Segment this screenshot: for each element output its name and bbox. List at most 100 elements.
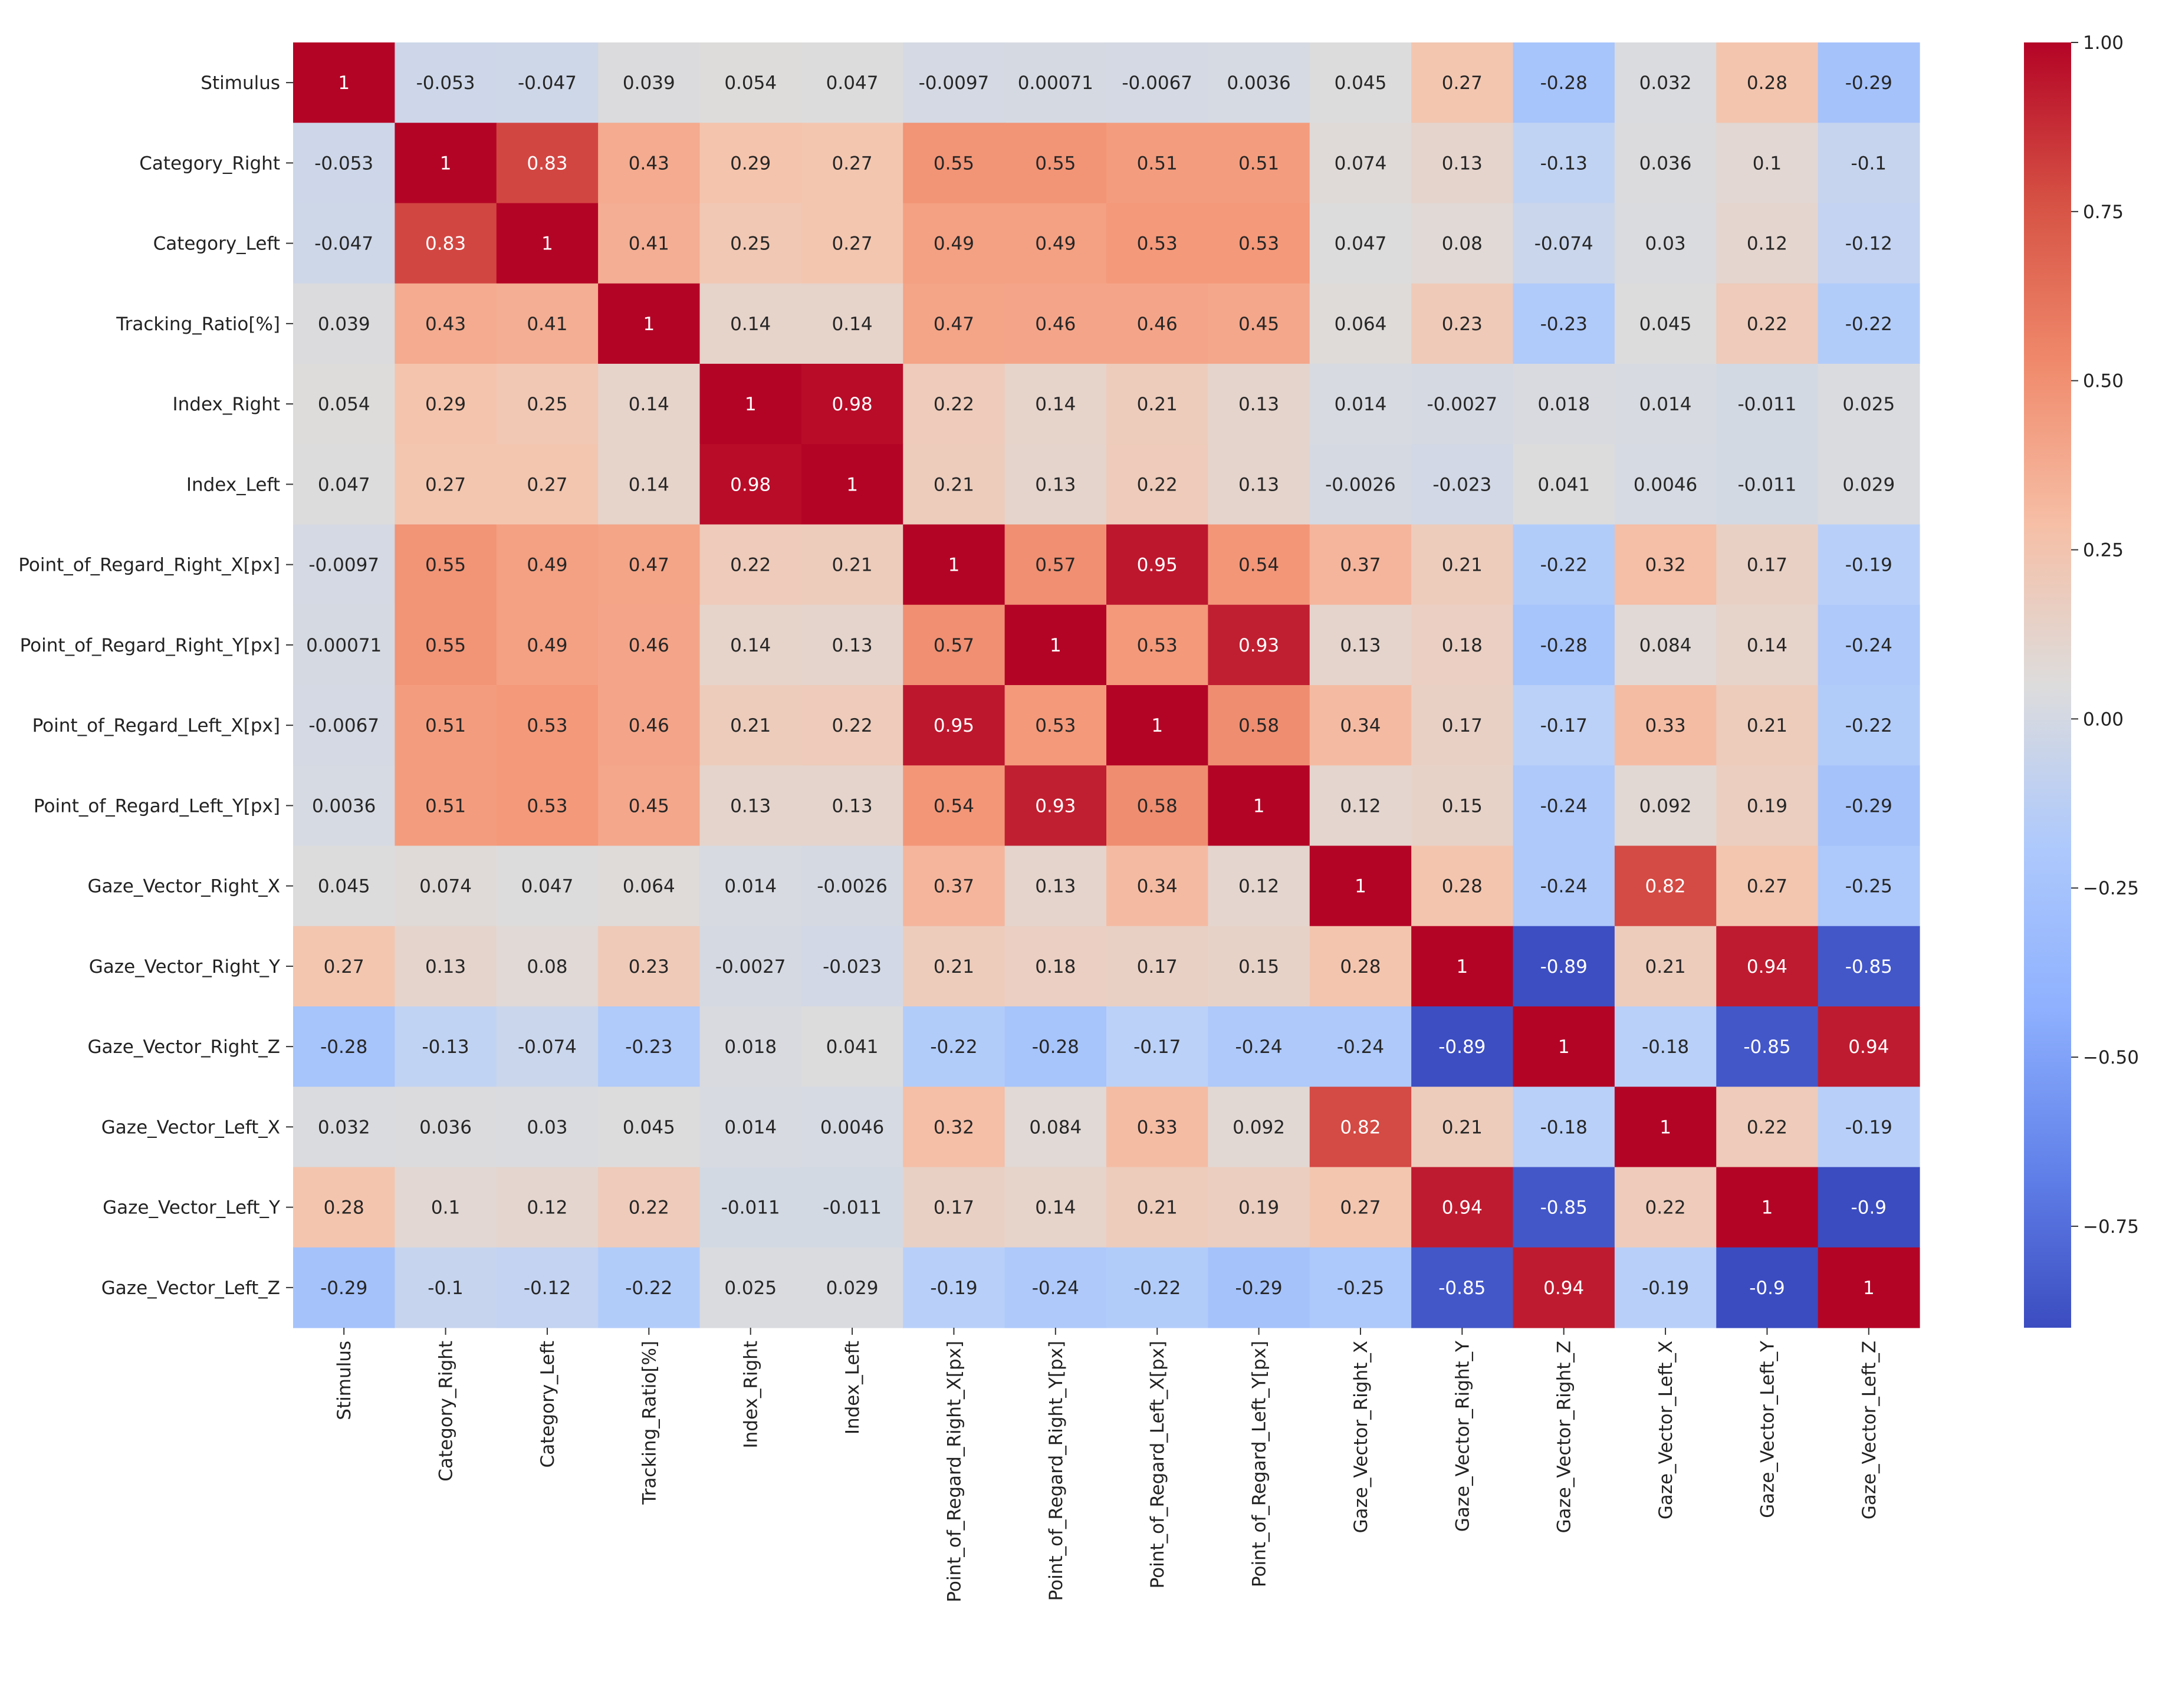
heatmap-cell [903,1167,1005,1248]
heatmap-cell [801,1167,903,1248]
heatmap-cell-value: 0.41 [629,233,669,255]
heatmap-cell-value: 0.029 [826,1278,879,1299]
heatmap-cell-value: 0.46 [629,635,669,656]
heatmap-cell-value: 0.33 [1645,715,1686,736]
heatmap-cell-value: 0.27 [1340,1197,1381,1219]
heatmap-cell [1513,765,1615,847]
x-tick-label: Point_of_Regard_Right_Y[px] [1046,1341,1067,1601]
heatmap-cell [1716,42,1819,123]
heatmap-cell [293,1006,395,1087]
heatmap-cell [395,203,497,284]
heatmap-cell-value: 0.1 [1753,153,1782,174]
heatmap-cell-value: 0.51 [425,795,466,817]
heatmap-cell-value: 0.03 [527,1117,567,1138]
y-tick-label: Gaze_Vector_Left_Y [103,1197,280,1219]
colorbar-tick-label: 0.00 [2083,709,2124,730]
heatmap-cell-value: -0.17 [1540,715,1588,736]
heatmap-cell-value: 1 [1659,1117,1671,1138]
heatmap-cell [293,364,395,445]
heatmap-cell [1513,444,1615,525]
heatmap-cell-value: 0.03 [1645,233,1686,255]
y-tick-label: Tracking_Ratio[%] [116,314,280,335]
heatmap-cell-value: 0.47 [629,555,669,576]
heatmap-cell [1411,1167,1514,1248]
heatmap-cell-value: 0.12 [1747,233,1787,255]
heatmap-cell [1513,1247,1615,1328]
heatmap-cell [1004,364,1107,445]
heatmap-cell [699,283,802,364]
heatmap-cell-value: 0.95 [934,715,974,736]
heatmap-cell [903,604,1005,686]
heatmap-cell [1818,444,1920,525]
heatmap-cell [598,364,701,445]
heatmap-cell [1106,524,1208,605]
colorbar-tick-label: −0.50 [2083,1047,2139,1068]
heatmap-cell [1411,42,1514,123]
heatmap-cell-value: 1 [1151,715,1163,736]
heatmap-cell-value: -0.19 [930,1278,977,1299]
heatmap-cell-value: -0.89 [1438,1036,1486,1058]
heatmap-cell-value: 0.82 [1645,876,1686,897]
heatmap-cell [1411,364,1514,445]
heatmap-cell-value: 0.37 [934,876,974,897]
heatmap-cell [1004,1247,1107,1328]
heatmap-cell [801,203,903,284]
heatmap-cell [496,1087,599,1168]
x-tick-label: Category_Left [537,1341,558,1467]
heatmap-cell-value: 0.58 [1238,715,1279,736]
heatmap-cell-value: -0.23 [625,1036,672,1058]
heatmap-cell [1106,765,1208,847]
heatmap-cell [598,203,701,284]
heatmap-cell-value: 0.58 [1137,795,1178,817]
heatmap-cell [1513,926,1615,1007]
heatmap-cell-value: -0.0097 [308,555,379,576]
heatmap-cell-value: 0.074 [1335,153,1387,174]
heatmap-cell [395,1087,497,1168]
heatmap-cell-value: 0.45 [1238,314,1279,335]
heatmap-cell [1106,604,1208,686]
heatmap-cell-value: -0.011 [721,1197,780,1219]
heatmap-cell [1106,685,1208,766]
heatmap-cell-value: 1 [948,555,960,576]
heatmap-cell-value: 1 [541,233,553,255]
heatmap-cell [496,123,599,204]
heatmap-cell [293,685,395,766]
x-tick-label: Gaze_Vector_Right_Z [1554,1341,1575,1533]
heatmap-cell-value: 0.092 [1639,795,1692,817]
heatmap-cell-value: 0.039 [623,73,675,94]
heatmap-cell-value: 0.98 [730,474,771,495]
heatmap-cell [1614,524,1717,605]
heatmap-cell [293,1247,395,1328]
heatmap-cell [1614,765,1717,847]
heatmap-cell [1309,1167,1412,1248]
x-tick-label: Category_Right [436,1341,457,1482]
heatmap-cell-value: 0.37 [1340,555,1381,576]
heatmap-cell [903,123,1005,204]
heatmap-cell-value: 0.21 [730,715,771,736]
y-tick-label: Category_Right [139,153,280,174]
heatmap-cell [1614,203,1717,284]
heatmap-cell-value: 0.08 [527,956,567,978]
heatmap-cell-value: -0.28 [320,1036,367,1058]
heatmap-cell-value: 1 [1558,1036,1570,1058]
heatmap-cell-value: 0.28 [1747,73,1787,94]
heatmap-cell [496,604,599,686]
heatmap-cell-value: 0.46 [629,715,669,736]
heatmap-cell [1004,444,1107,525]
heatmap-cell-value: 0.27 [832,153,873,174]
heatmap-cell [1004,765,1107,847]
y-tick-label: Point_of_Regard_Left_X[px] [32,715,280,736]
heatmap-cell-value: 0.084 [1639,635,1692,656]
heatmap-cell-value: -0.047 [314,233,373,255]
heatmap-cell [903,926,1005,1007]
heatmap-cell-value: 0.045 [1335,73,1387,94]
heatmap-cell-value: 0.49 [527,555,567,576]
heatmap-cell [699,845,802,927]
heatmap-cell [1309,444,1412,525]
heatmap-cell-value: -0.0067 [1122,73,1192,94]
heatmap-cell-value: -0.011 [1737,394,1796,415]
heatmap-cell-value: 1 [846,474,858,495]
heatmap-cell [1614,604,1717,686]
heatmap-cell-value: 0.014 [1335,394,1387,415]
heatmap-cell-value: 0.047 [1335,233,1387,255]
